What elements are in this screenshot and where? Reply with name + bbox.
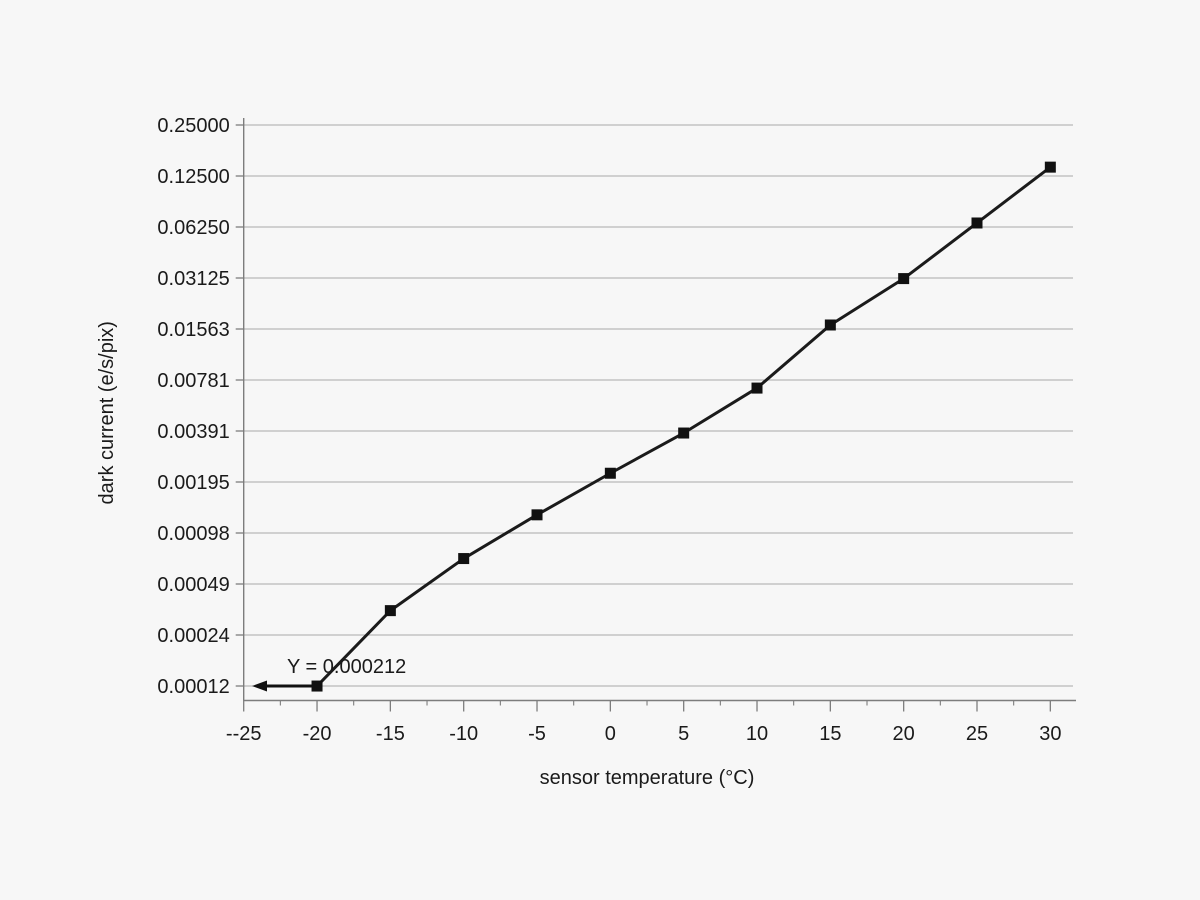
data-point-marker: [971, 217, 983, 229]
data-point-marker: [824, 319, 836, 331]
axes: [242, 118, 1076, 702]
y-tick-label: 0.00098: [157, 523, 229, 545]
x-tick-label: 15: [819, 723, 841, 745]
data-point-marker: [678, 427, 690, 439]
y-tick-label: 0.00781: [157, 370, 229, 392]
y-tick-label: 0.00195: [157, 472, 229, 494]
x-tick-label: -20: [303, 723, 332, 745]
x-tick-label: 30: [1039, 723, 1061, 745]
gridlines: [243, 124, 1073, 687]
data-point-marker: [898, 273, 910, 285]
x-tick-label: -10: [449, 723, 478, 745]
x-axis-title: sensor temperature (°C): [540, 767, 755, 789]
x-tick-label: 20: [893, 723, 915, 745]
x-tick-label: --25: [226, 723, 262, 745]
y-tick-label: 0.00391: [157, 421, 229, 443]
data-point-marker: [604, 467, 616, 479]
x-tick-label: 25: [966, 723, 988, 745]
y-tick-label: 0.00024: [157, 625, 229, 647]
annotation-group: Y = 0.000212: [252, 656, 406, 692]
y-tick-label: 0.00012: [157, 676, 229, 698]
tick-marks: [235, 124, 1051, 712]
x-tick-label: 10: [746, 723, 768, 745]
x-tick-label: 5: [678, 723, 689, 745]
y-tick-label: 0.00049: [157, 574, 229, 596]
y-axis-title: dark current (e/s/pix): [96, 321, 118, 504]
y-tick-label: 0.03125: [157, 268, 229, 290]
data-point-marker: [751, 382, 763, 394]
annotation-text: Y = 0.000212: [287, 656, 406, 678]
data-point-marker: [531, 509, 543, 521]
y-tick-label: 0.01563: [157, 319, 229, 341]
y-tick-label: 0.12500: [157, 166, 229, 188]
y-tick-label: 0.06250: [157, 217, 229, 239]
data-series: [311, 161, 1056, 692]
series-line: [315, 165, 1052, 688]
tick-labels: 0.25000 0.12500 0.06250 0.03125 0.01563 0.007…: [157, 115, 1061, 745]
annotation-arrow-head-icon: [252, 680, 267, 692]
x-tick-label: 0: [605, 723, 616, 745]
y-tick-label: 0.25000: [157, 115, 229, 137]
data-point-marker: [384, 605, 396, 617]
data-point-marker: [1044, 161, 1056, 173]
x-tick-label: -15: [376, 723, 405, 745]
x-tick-label: -5: [528, 723, 546, 745]
data-point-marker: [458, 553, 470, 565]
